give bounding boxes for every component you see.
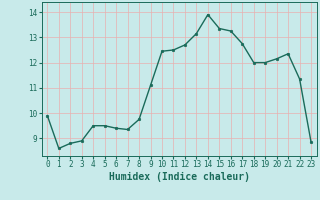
X-axis label: Humidex (Indice chaleur): Humidex (Indice chaleur) bbox=[109, 172, 250, 182]
